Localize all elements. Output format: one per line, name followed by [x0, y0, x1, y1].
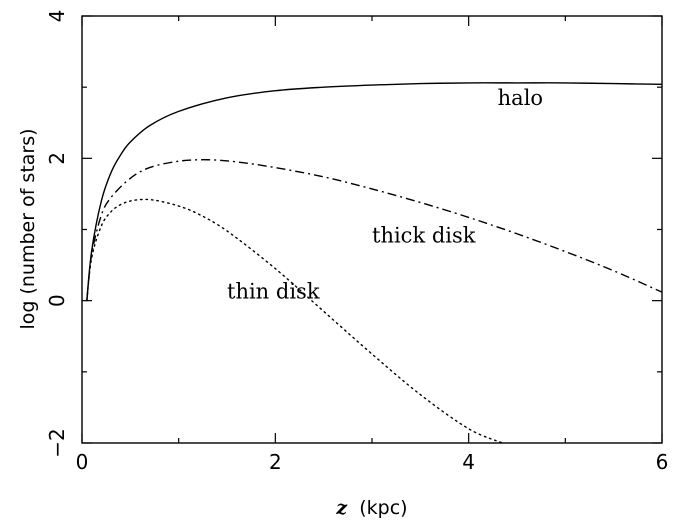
series-line-thin-disk: [86, 198, 504, 444]
labels-layer: halo thick disk thin disk: [227, 86, 543, 304]
series-line-thick-disk: [86, 159, 663, 301]
series-label-thin-disk: thin disk: [227, 280, 320, 304]
x-tick-label: 4: [462, 450, 475, 474]
y-tick-label: 0: [45, 294, 69, 307]
y-tick-label: 2: [45, 152, 69, 165]
x-tick-label: 2: [269, 450, 282, 474]
y-axis-title: log (number of stars): [17, 128, 39, 329]
x-axis-title: z (kpc): [335, 497, 407, 519]
y-tick-label: −2: [45, 428, 69, 457]
x-axis-unit: (kpc): [359, 497, 407, 519]
series-label-halo: halo: [498, 86, 543, 110]
x-tick-label: 0: [76, 450, 89, 474]
series-label-thick-disk: thick disk: [372, 223, 476, 247]
x-axis-variable: z: [335, 497, 348, 519]
ticks-layer: 0 2 4 6 −2 0 2 4: [45, 10, 668, 474]
series-line-halo: [86, 82, 663, 301]
series-layer: [86, 82, 663, 444]
x-tick-label: 6: [656, 450, 669, 474]
y-tick-label: 4: [45, 10, 69, 23]
